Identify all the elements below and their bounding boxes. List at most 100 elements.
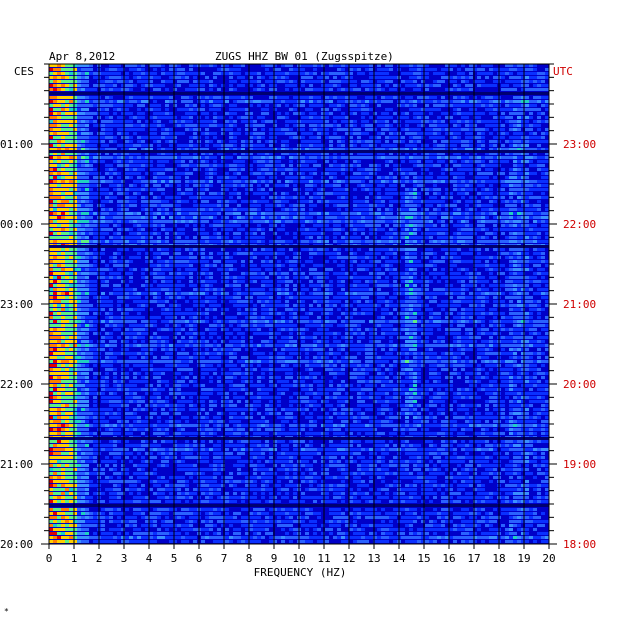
spectrogram-cell — [165, 252, 169, 255]
spectrogram-cell — [281, 208, 285, 211]
spectrogram-cell — [149, 208, 153, 211]
spectrogram-cell — [225, 264, 229, 267]
spectrogram-cell — [161, 240, 165, 243]
spectrogram-cell — [253, 252, 257, 255]
spectrogram-cell — [373, 164, 377, 167]
spectrogram-cell — [193, 76, 197, 79]
spectrogram-cell — [225, 64, 229, 67]
spectrogram-cell — [433, 68, 437, 71]
spectrogram-cell — [281, 264, 285, 267]
spectrogram-cell — [201, 100, 205, 103]
spectrogram-cell — [105, 148, 109, 151]
spectrogram-cell — [61, 148, 65, 151]
spectrogram-cell — [353, 96, 357, 99]
spectrogram-cell — [229, 224, 233, 227]
spectrogram-cell — [49, 220, 53, 223]
spectrogram-cell — [57, 80, 61, 83]
spectrogram-cell — [241, 116, 245, 119]
spectrogram-cell — [533, 76, 537, 79]
spectrogram-cell — [469, 124, 473, 127]
spectrogram-cell — [125, 112, 129, 115]
spectrogram-cell — [177, 212, 181, 215]
spectrogram-cell — [153, 128, 157, 131]
spectrogram-cell — [389, 88, 393, 91]
spectrogram-cell — [277, 160, 281, 163]
spectrogram-cell — [365, 252, 369, 255]
spectrogram-cell — [521, 184, 525, 187]
spectrogram-cell — [281, 72, 285, 75]
spectrogram-cell — [473, 180, 477, 183]
spectrogram-cell — [409, 196, 413, 199]
spectrogram-cell — [245, 128, 249, 131]
spectrogram-cell — [521, 268, 525, 271]
spectrogram-cell — [413, 188, 417, 191]
left-axis-label: CES — [14, 65, 34, 78]
spectrogram-cell — [417, 228, 421, 231]
spectrogram-cell — [141, 88, 145, 91]
spectrogram-cell — [349, 268, 353, 271]
spectrogram-cell — [433, 208, 437, 211]
spectrogram-cell — [445, 116, 449, 119]
spectrogram-cell — [329, 256, 333, 259]
spectrogram-cell — [101, 140, 105, 143]
spectrogram-cell — [341, 192, 345, 195]
spectrogram-cell — [401, 140, 405, 143]
spectrogram-cell — [369, 252, 373, 255]
spectrogram-cell — [301, 104, 305, 107]
spectrogram-cell — [133, 84, 137, 87]
spectrogram-cell — [81, 200, 85, 203]
spectrogram-cell — [93, 228, 97, 231]
spectrogram-cell — [537, 148, 541, 151]
spectrogram-cell — [49, 156, 53, 159]
spectrogram-cell — [493, 232, 497, 235]
spectrogram-cell — [449, 100, 453, 103]
spectrogram-cell — [325, 252, 329, 255]
spectrogram-cell — [69, 108, 73, 111]
spectrogram-cell — [93, 220, 97, 223]
spectrogram-cell — [357, 128, 361, 131]
spectrogram-cell — [425, 72, 429, 75]
spectrogram-cell — [321, 88, 325, 91]
spectrogram-cell — [433, 228, 437, 231]
spectrogram-cell — [357, 200, 361, 203]
spectrogram-cell — [489, 84, 493, 87]
spectrogram-cell — [529, 160, 533, 163]
spectrogram-cell — [293, 156, 297, 159]
spectrogram-cell — [413, 132, 417, 135]
spectrogram-cell — [129, 116, 133, 119]
spectrogram-cell — [517, 104, 521, 107]
spectrogram-cell — [57, 184, 61, 187]
spectrogram-cell — [245, 124, 249, 127]
spectrogram-cell — [333, 136, 337, 139]
spectrogram-cell — [49, 96, 53, 99]
spectrogram-cell — [477, 176, 481, 179]
spectrogram-cell — [221, 96, 225, 99]
spectrogram-cell — [165, 108, 169, 111]
spectrogram-cell — [185, 108, 189, 111]
spectrogram-cell — [465, 164, 469, 167]
spectrogram-cell — [285, 124, 289, 127]
spectrogram-cell — [117, 248, 121, 251]
spectrogram-cell — [541, 268, 545, 271]
spectrogram-cell — [157, 260, 161, 263]
spectrogram-cell — [69, 204, 73, 207]
spectrogram-cell — [61, 132, 65, 135]
spectrogram-cell — [213, 260, 217, 263]
spectrogram-cell — [153, 64, 157, 67]
spectrogram-cell — [253, 236, 257, 239]
spectrogram-cell — [265, 184, 269, 187]
spectrogram-cell — [457, 176, 461, 179]
spectrogram-cell — [53, 136, 57, 139]
spectrogram-cell — [381, 116, 385, 119]
spectrogram-cell — [449, 120, 453, 123]
spectrogram-cell — [85, 88, 89, 91]
spectrogram-cell — [333, 172, 337, 175]
spectrogram-cell — [69, 84, 73, 87]
spectrogram-cell — [529, 228, 533, 231]
spectrogram-cell — [77, 232, 81, 235]
spectrogram-cell — [85, 132, 89, 135]
spectrogram-cell — [177, 216, 181, 219]
spectrogram-cell — [173, 200, 177, 203]
spectrogram-cell — [545, 140, 549, 143]
spectrogram-cell — [61, 64, 65, 67]
